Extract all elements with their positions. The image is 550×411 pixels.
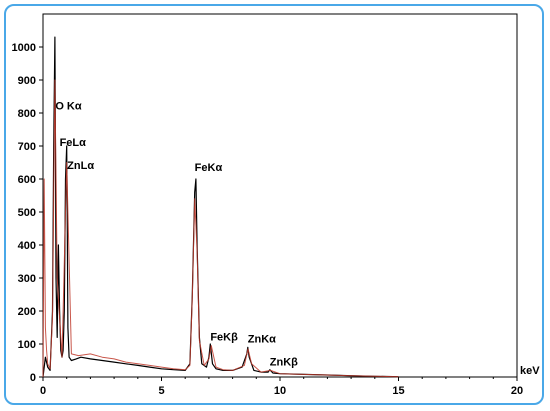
y-tick-label: 200: [18, 306, 36, 318]
x-tick-label: 5: [158, 385, 164, 397]
y-tick-label: 600: [18, 174, 36, 186]
y-tick-label: 100: [18, 339, 36, 351]
peak-label: ZnLα: [67, 160, 94, 172]
y-tick-label: 0: [30, 372, 36, 384]
peak-label: O Kα: [55, 101, 82, 113]
y-tick-label: 900: [18, 75, 36, 87]
y-tick-label: 700: [18, 141, 36, 153]
y-tick-label: 400: [18, 240, 36, 252]
peak-label: ZnKβ: [270, 356, 298, 368]
plot-area: 0 100 200 300 400 500 600 700 800 900 1000 0 5 10 15 20…: [12, 13, 540, 397]
y-tick-label: 300: [18, 273, 36, 285]
spectrum-line-2: [42, 79, 399, 378]
x-tick-label: 0: [40, 385, 46, 397]
x-tick-label: 10: [274, 385, 286, 397]
x-axis-label: keV: [520, 365, 540, 377]
peak-label: FeLα: [60, 137, 87, 149]
peak-label: FeKβ: [210, 332, 238, 344]
y-tick-label: 1000: [12, 42, 36, 54]
plot-border: [42, 13, 518, 378]
peak-label: FeKα: [195, 162, 223, 174]
peak-label: ZnKα: [248, 333, 276, 345]
chart-frame: [4, 4, 544, 405]
x-tick-label: 20: [511, 385, 523, 397]
spectrum-line-1: [42, 36, 399, 378]
y-tick-label: 800: [18, 108, 36, 120]
y-tick-label: 500: [18, 207, 36, 219]
x-tick-label: 15: [392, 385, 404, 397]
